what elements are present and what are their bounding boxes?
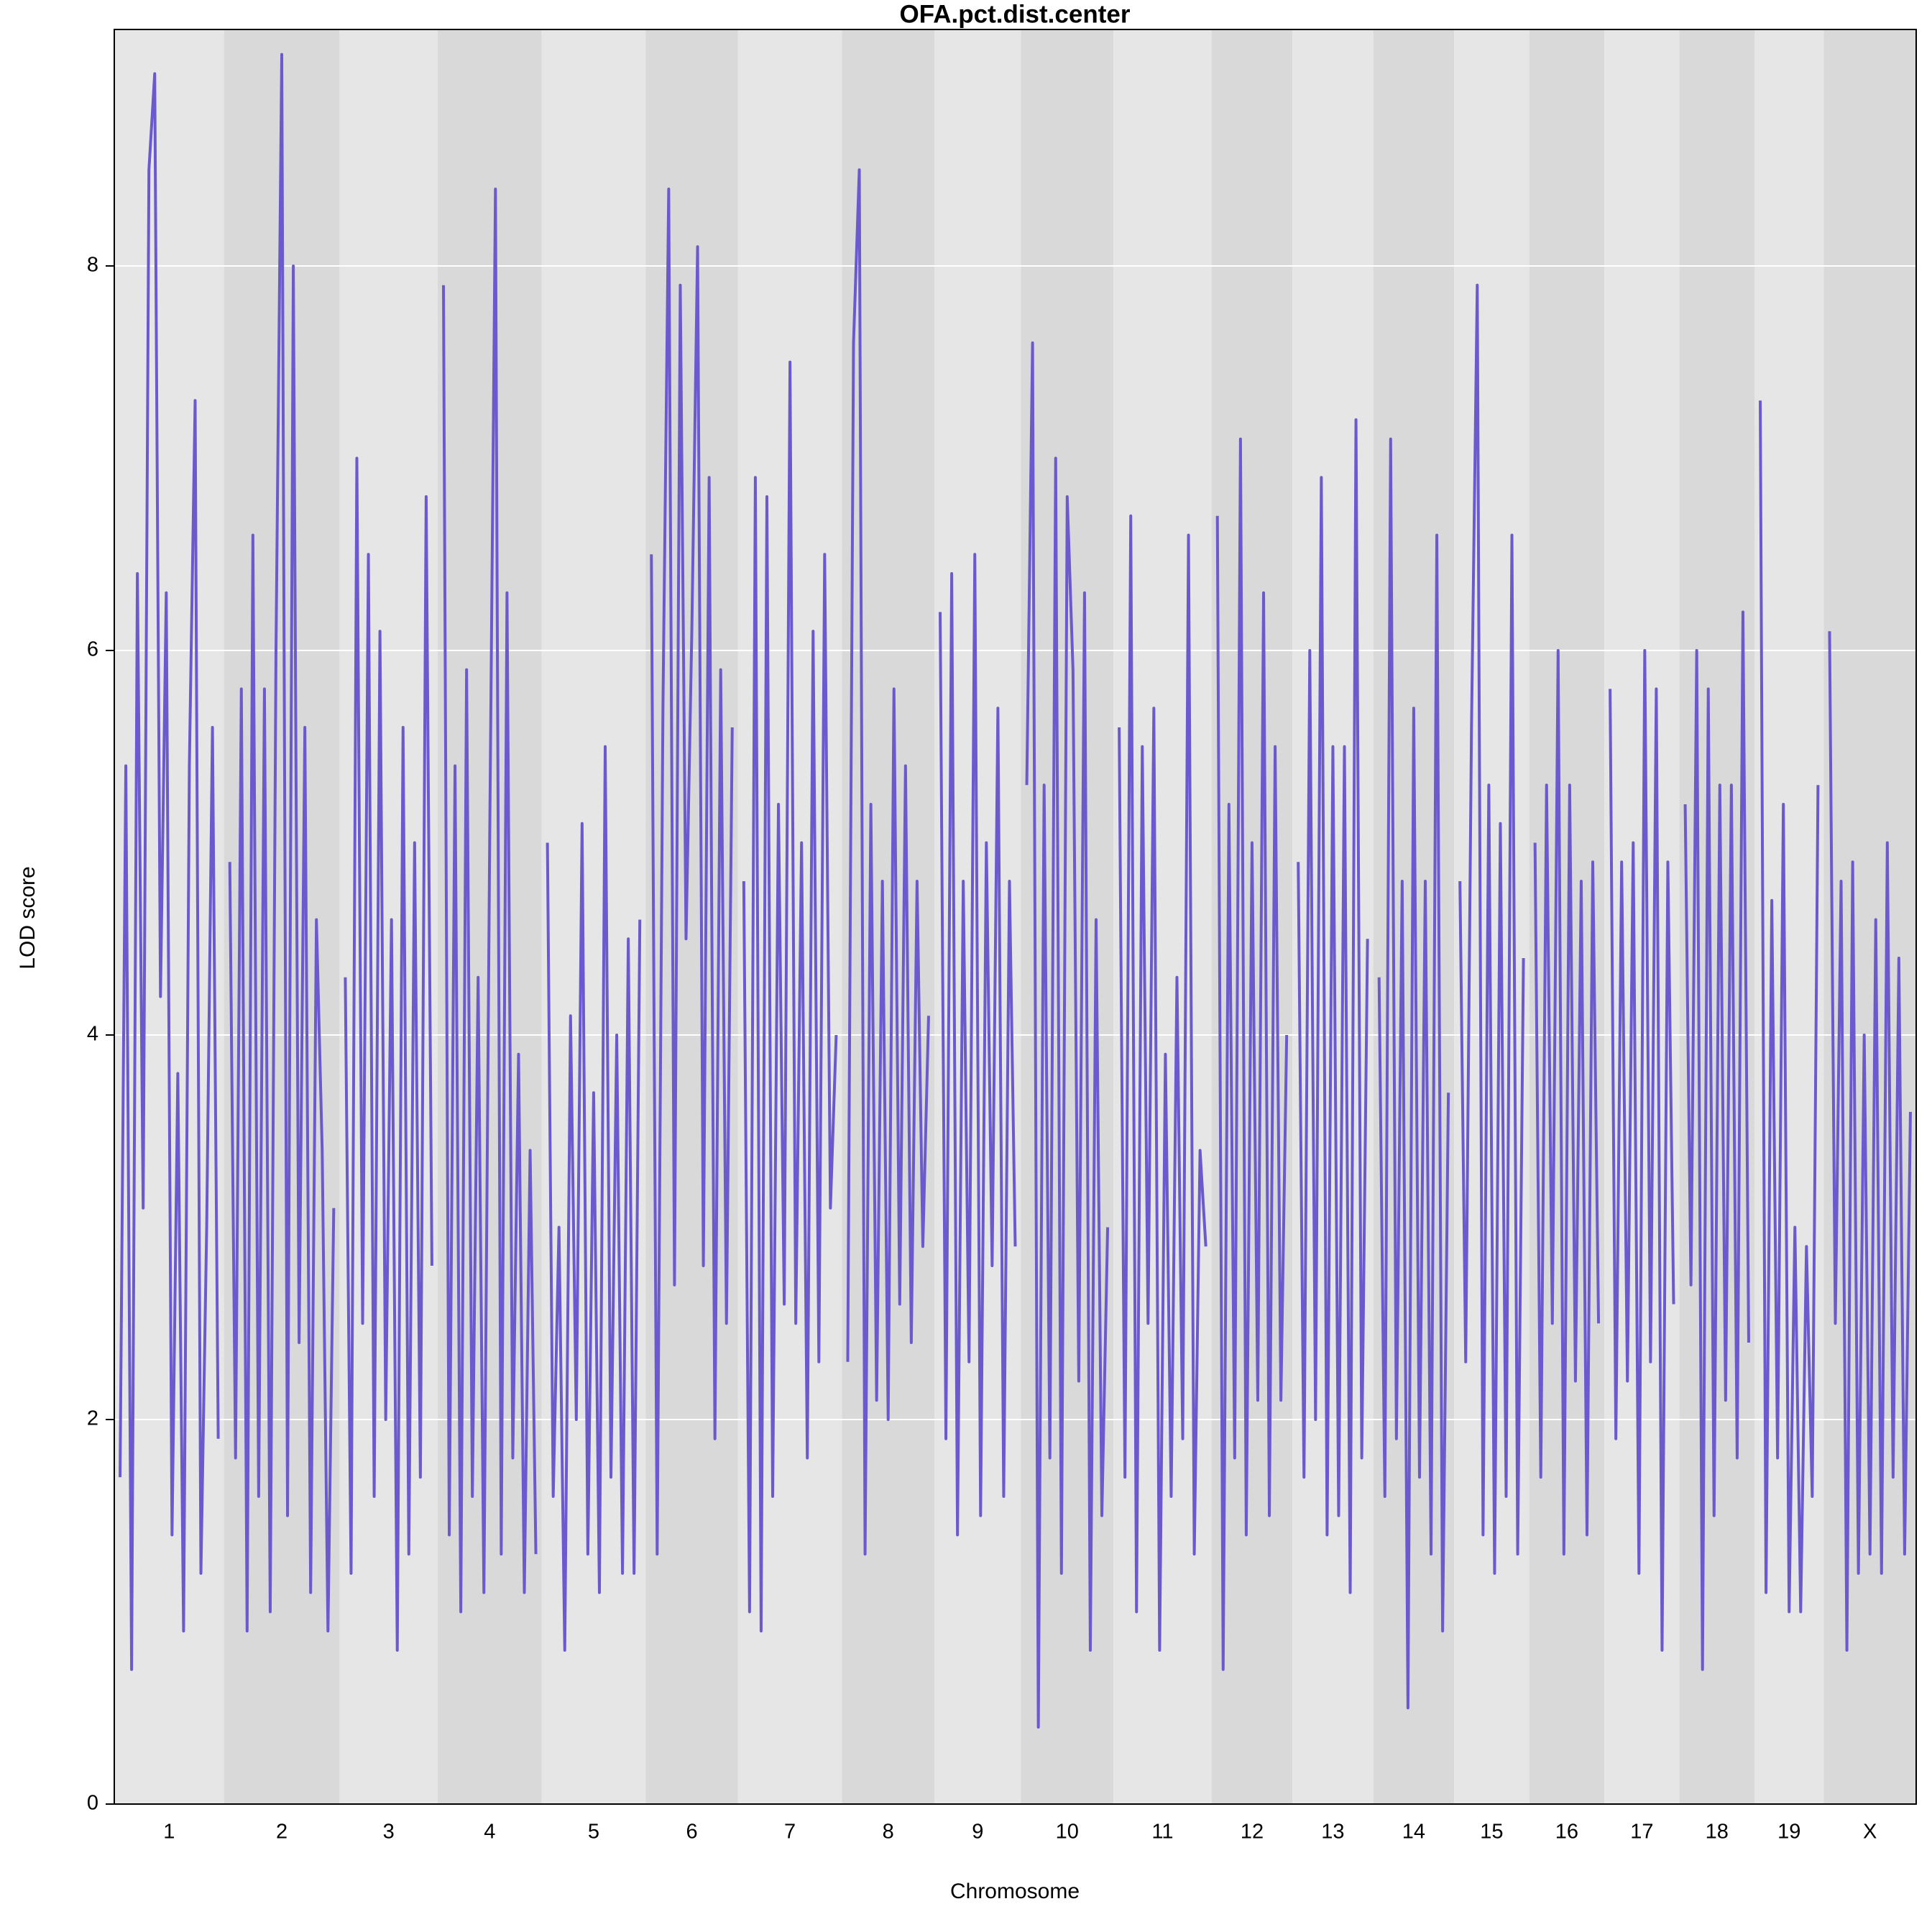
x-tick-label: 11 xyxy=(1151,1821,1173,1844)
lod-line xyxy=(650,188,734,1556)
y-tick-label: 0 xyxy=(87,1792,98,1815)
lod-line xyxy=(546,745,642,1652)
lod-line xyxy=(1683,610,1750,1671)
x-tick-label: 3 xyxy=(383,1821,395,1844)
x-tick-label: 18 xyxy=(1706,1821,1729,1844)
x-tick-label: 17 xyxy=(1630,1821,1653,1844)
lod-line xyxy=(1118,514,1208,1652)
x-tick-label: 16 xyxy=(1555,1821,1578,1844)
x-tick-label: 12 xyxy=(1241,1821,1264,1844)
x-tick-label: X xyxy=(1863,1821,1877,1844)
lod-line xyxy=(1025,341,1110,1729)
chromosome-band xyxy=(737,29,842,1804)
y-tick-label: 4 xyxy=(87,1023,98,1046)
lod-line xyxy=(442,188,538,1614)
x-tick-label: 8 xyxy=(883,1821,894,1844)
lod-line xyxy=(846,168,930,1556)
lod-line xyxy=(939,553,1017,1537)
lod-line xyxy=(1297,418,1369,1594)
x-axis-label: Chromosome xyxy=(950,1880,1080,1903)
x-tick-label: 14 xyxy=(1402,1821,1425,1844)
x-tick-label: 7 xyxy=(784,1821,796,1844)
lod-line xyxy=(1533,649,1601,1556)
lod-line xyxy=(1215,437,1289,1671)
x-tick-label: 19 xyxy=(1777,1821,1800,1844)
lod-line xyxy=(1377,437,1450,1710)
chart-title: OFA.pct.dist.center xyxy=(900,0,1131,28)
x-tick-label: 6 xyxy=(686,1821,697,1844)
x-tick-label: 10 xyxy=(1056,1821,1079,1844)
lod-line xyxy=(1609,649,1675,1652)
lod-line xyxy=(228,52,336,1633)
x-tick-label: 13 xyxy=(1321,1821,1344,1844)
x-tick-label: 15 xyxy=(1480,1821,1503,1844)
y-tick-label: 8 xyxy=(87,254,98,277)
x-tick-label: 4 xyxy=(484,1821,495,1844)
lod-line xyxy=(742,360,838,1633)
x-tick-label: 2 xyxy=(276,1821,288,1844)
y-tick-label: 2 xyxy=(87,1407,98,1430)
lod-line xyxy=(119,72,220,1671)
x-tick-label: 9 xyxy=(972,1821,983,1844)
lod-line xyxy=(1759,400,1820,1614)
y-axis-label: LOD score xyxy=(16,866,40,969)
lod-line xyxy=(1828,631,1912,1652)
lod-line xyxy=(344,456,433,1652)
lod-line xyxy=(1458,283,1525,1575)
chromosome-band xyxy=(541,29,646,1804)
x-tick-label: 5 xyxy=(588,1821,599,1844)
x-tick-label: 1 xyxy=(163,1821,175,1844)
chromosome-band xyxy=(1679,29,1755,1804)
lines xyxy=(119,52,1912,1729)
plot-frame xyxy=(114,29,1917,1805)
y-tick-label: 6 xyxy=(87,638,98,661)
